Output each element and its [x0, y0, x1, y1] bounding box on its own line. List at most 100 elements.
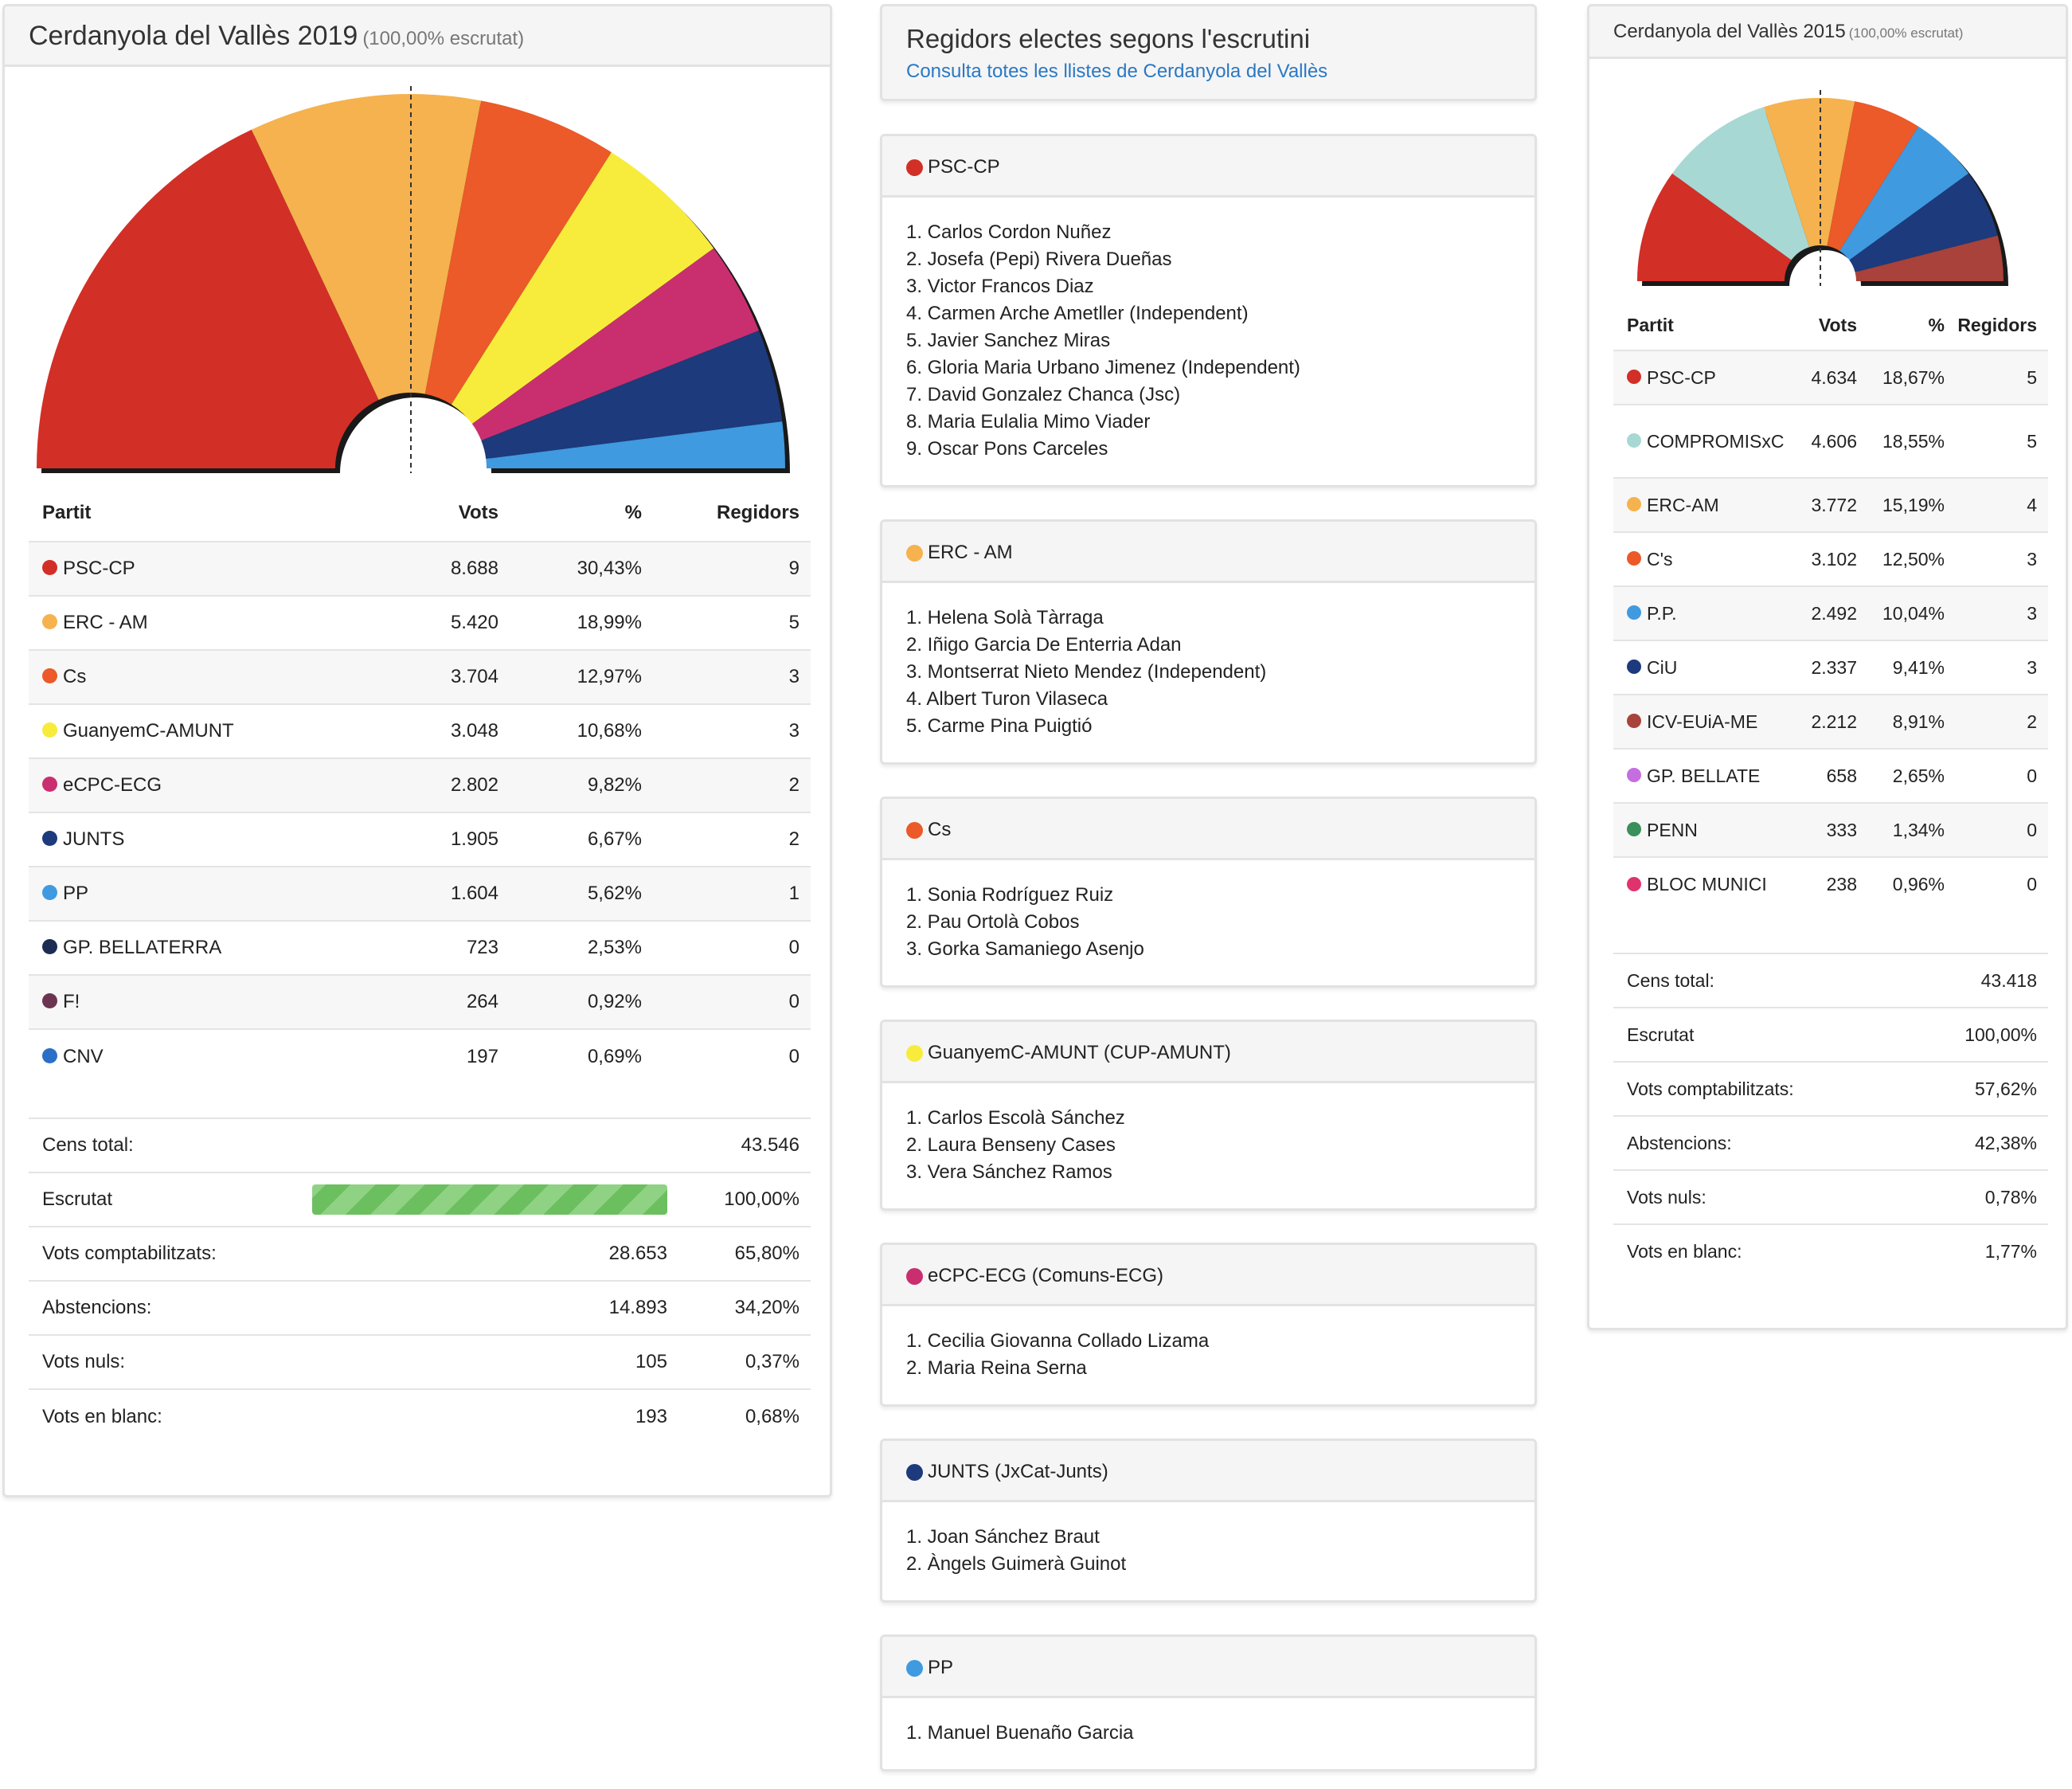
party-cell: GuanyemC-AMUNT [29, 704, 371, 758]
summary-row-blanc: Vots en blanc: 193 0,68% [29, 1389, 811, 1443]
party-seats: 3 [2027, 602, 2037, 624]
councillor-name: 1. Carlos Cordon Nuñez [906, 221, 1112, 243]
result-row: PSC-CP 8.688 30,43% 9 [29, 542, 811, 596]
party-color-dot-icon [1627, 370, 1641, 385]
hemicycle-slice [251, 94, 482, 401]
header-party-2015: Partit [1627, 315, 1674, 335]
escrutat-progress-fill [312, 1184, 667, 1215]
cens-2015-value: 43.418 [1980, 969, 2037, 991]
party-cell: ICV-EUiA-ME [1613, 695, 1785, 749]
party-votes: 8.688 [450, 558, 498, 579]
party-color-dot-icon [1627, 768, 1641, 783]
party-name: PSC-CP [63, 558, 135, 579]
party-pct: 18,55% [1882, 430, 1945, 452]
hemicycle-slice [1637, 173, 1792, 281]
summary-row-abstencions: Abstencions: 14.893 34,20% [29, 1281, 811, 1335]
hemicycle-slice [471, 248, 759, 441]
party-cell: Cs [29, 650, 371, 704]
councillor-name: 4. Carmen Arche Ametller (Independent) [906, 303, 1249, 324]
councillor-list: 1. Cecilia Giovanna Collado Lizama 2. Mar… [882, 1306, 1534, 1382]
results-2019-table: Partit Vots % Regidors PSC-CP 8.688 30,43%… [29, 484, 811, 1083]
party-cell: C's [1613, 532, 1785, 586]
party-pct: 12,97% [577, 666, 642, 687]
summary-2015-row-comptabilitzats: Vots comptabilitzats: 57,62% [1613, 1062, 2048, 1116]
header-votes-2015: Vots [1818, 315, 1857, 335]
party-color-dot-icon [42, 885, 57, 901]
nuls-label: Vots nuls: [42, 1351, 126, 1372]
councillor-list: 1. Carlos Escolà Sánchez 2. Laura Benseny… [882, 1083, 1534, 1186]
result-row: ICV-EUiA-ME 2.212 8,91% 2 [1613, 695, 2048, 749]
party-pct: 30,43% [577, 558, 642, 579]
abstencions-label: Abstencions: [42, 1297, 152, 1318]
councillor-name: 1. Sonia Rodríguez Ruiz [906, 884, 1114, 906]
party-cell: PP [29, 867, 371, 921]
hemicycle-slice [1849, 173, 1998, 272]
party-cell: ERC - AM [29, 596, 371, 650]
header-party: Partit [42, 501, 92, 523]
party-name: C's [1647, 548, 1673, 570]
cens-label: Cens total: [42, 1134, 134, 1156]
councillor-list: 1. Helena Solà Tàrraga 2. Iñigo Garcia De… [882, 583, 1534, 740]
councillor-name: 4. Albert Turon Vilaseca [906, 688, 1108, 710]
councillor-name: 1. Helena Solà Tàrraga [906, 607, 1104, 628]
party-seats: 5 [2027, 366, 2037, 388]
party-list-title: eCPC-ECG (Comuns-ECG) [928, 1265, 1164, 1286]
party-name: GP. BELLATE [1647, 765, 1761, 786]
party-color-dot-icon [906, 1464, 923, 1482]
abstencions-2015-label: Abstencions: [1627, 1132, 1732, 1153]
result-row: CNV 197 0,69% 0 [29, 1029, 811, 1083]
party-votes: 1.604 [450, 883, 498, 904]
party-name: ERC-AM [1647, 494, 1719, 515]
summary-row-comptabilitzats: Vots comptabilitzats: 28.653 65,80% [29, 1227, 811, 1281]
councillor-name: 5. Carme Pina Puigtió [906, 715, 1093, 737]
party-color-dot-icon [42, 993, 57, 1009]
party-votes: 2.492 [1811, 602, 1857, 624]
party-list-card: ERC - AM 1. Helena Solà Tàrraga 2. Iñigo G… [880, 519, 1537, 765]
party-list-card: JUNTS (JxCat-Junts) 1. Joan Sánchez Braut… [880, 1439, 1537, 1603]
all-lists-link[interactable]: Consulta totes les llistes de Cerdanyola… [906, 61, 1328, 82]
result-row: ERC-AM 3.772 15,19% 4 [1613, 478, 2048, 532]
results-2019-panel: Cerdanyola del Vallès 2019 (100,00% escru… [2, 4, 832, 1497]
party-seats: 2 [2027, 711, 2037, 732]
hemicycle-slice [1671, 107, 1810, 260]
party-name: BLOC MUNICI [1647, 874, 1767, 894]
results-2015-table: Partit Vots % Regidors PSC-CP 4.634 18,67%… [1613, 301, 2048, 911]
results-2015-subtitle: (100,00% escrutat) [1848, 25, 1964, 41]
result-row: GuanyemC-AMUNT 3.048 10,68% 3 [29, 704, 811, 758]
party-name: PP [63, 883, 89, 904]
result-row: BLOC MUNICI 238 0,96% 0 [1613, 857, 2048, 911]
party-seats: 0 [788, 937, 799, 958]
elected-councillors-header-panel: Regidors electes segons l'escrutini Cons… [880, 4, 1537, 101]
party-votes: 2.212 [1811, 711, 1857, 732]
header-pct-2015: % [1928, 315, 1945, 335]
party-name: P.P. [1647, 602, 1677, 624]
party-color-dot-icon [906, 159, 923, 177]
result-row: CiU 2.337 9,41% 3 [1613, 640, 2048, 695]
abstencions-2015-value: 42,38% [1974, 1132, 2037, 1153]
header-votes: Vots [458, 501, 498, 523]
abstencions-votes: 14.893 [608, 1297, 667, 1318]
party-votes: 2.802 [450, 774, 498, 796]
party-pct: 18,99% [577, 612, 642, 633]
party-cell: F! [29, 975, 371, 1029]
party-votes: 3.772 [1811, 494, 1857, 515]
hemicycle-slice [1827, 101, 1919, 252]
party-seats: 4 [2027, 494, 2037, 515]
party-cell: CiU [1613, 640, 1785, 695]
party-list-card: PSC-CP 1. Carlos Cordon Nuñez 2. Josefa (P… [880, 134, 1537, 487]
party-list-title: GuanyemC-AMUNT (CUP-AMUNT) [928, 1042, 1231, 1063]
party-list-title: PP [928, 1657, 954, 1678]
header-pct: % [624, 501, 642, 523]
party-name: ICV-EUiA-ME [1647, 711, 1758, 732]
party-color-dot-icon [1627, 660, 1641, 675]
elected-councillors-title: Regidors electes segons l'escrutini [906, 24, 1311, 53]
party-pct: 0,92% [587, 991, 642, 1012]
result-row: P.P. 2.492 10,04% 3 [1613, 586, 2048, 640]
councillor-name: 7. David Gonzalez Chanca (Jsc) [906, 384, 1181, 405]
summary-2015-row-cens: Cens total: 43.418 [1613, 953, 2048, 1008]
party-pct: 1,34% [1892, 819, 1945, 840]
summary-2019-table: Cens total: 43.546 Escrutat 100,00% Vots… [29, 1118, 811, 1443]
party-pct: 0,96% [1892, 874, 1945, 894]
comptabilitzats-label: Vots comptabilitzats: [42, 1243, 217, 1264]
party-pct: 10,68% [577, 720, 642, 742]
